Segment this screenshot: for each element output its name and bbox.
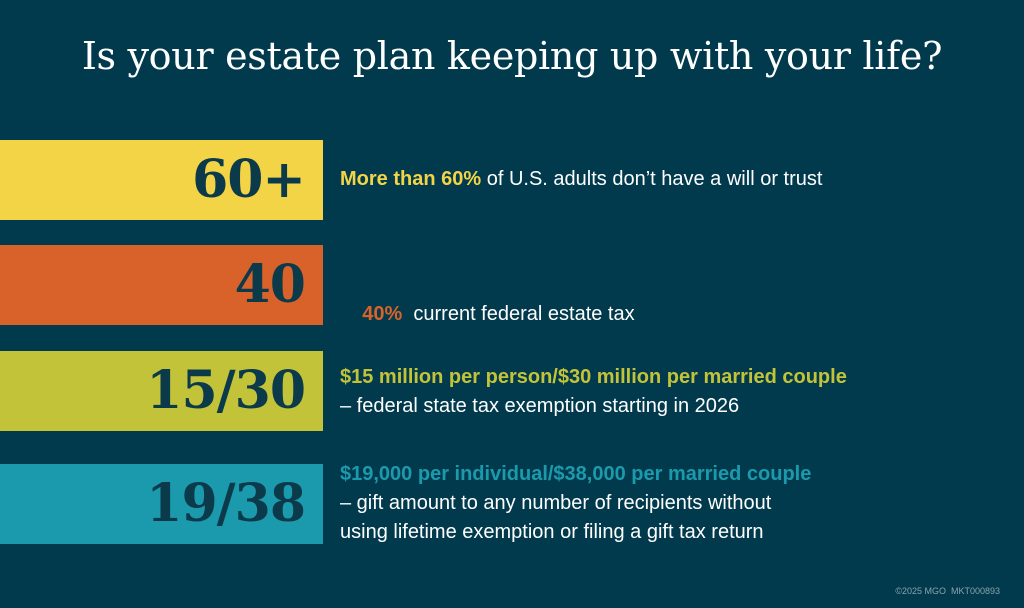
stat-row-gift-amount: 19/38 $19,000 per individual/$38,000 per… xyxy=(0,463,1024,544)
stat-number: 19/38 xyxy=(146,473,306,534)
stat-bar-yellow: 60+ xyxy=(0,140,323,220)
stat-text-continued: using lifetime exemption or filing a gif… xyxy=(340,521,764,543)
stat-number: 40 xyxy=(234,254,306,315)
stat-row-adults-without-will: 60+ More than 60% of U.S. adults don’t h… xyxy=(0,140,1024,220)
stat-row-estate-tax: 40 40% current federal estate tax xyxy=(0,245,1024,325)
stat-description: $15 million per person/$30 million per m… xyxy=(340,363,847,421)
page-title: Is your estate plan keeping up with your… xyxy=(81,34,943,78)
stat-text: – federal state tax exemption starting i… xyxy=(340,395,740,417)
stat-number: 60+ xyxy=(192,149,306,210)
copyright-footer: ©2025 MGO MKT000893 xyxy=(895,586,1000,596)
stat-text: – gift amount to any number of recipient… xyxy=(340,492,772,514)
stat-description: $19,000 per individual/$38,000 per marri… xyxy=(340,460,811,547)
stat-description: 40% current federal estate tax xyxy=(340,271,635,358)
stat-number: 15/30 xyxy=(146,360,306,421)
stat-text: current federal estate tax xyxy=(402,303,635,325)
stat-text: of U.S. adults don’t have a will or trus… xyxy=(481,168,823,190)
stat-row-tax-exemption: 15/30 $15 million per person/$30 million… xyxy=(0,351,1024,431)
stat-description: More than 60% of U.S. adults don’t have … xyxy=(340,165,822,194)
stat-bar-olive: 15/30 xyxy=(0,351,323,431)
stat-highlight: More than 60% xyxy=(340,168,482,190)
stat-bar-teal: 19/38 xyxy=(0,464,323,544)
stat-highlight: $15 million per person/$30 million per m… xyxy=(340,366,847,388)
stat-highlight: $19,000 per individual/$38,000 per marri… xyxy=(340,463,812,485)
stat-highlight: 40% xyxy=(362,303,403,325)
stat-bar-orange: 40 xyxy=(0,245,323,325)
